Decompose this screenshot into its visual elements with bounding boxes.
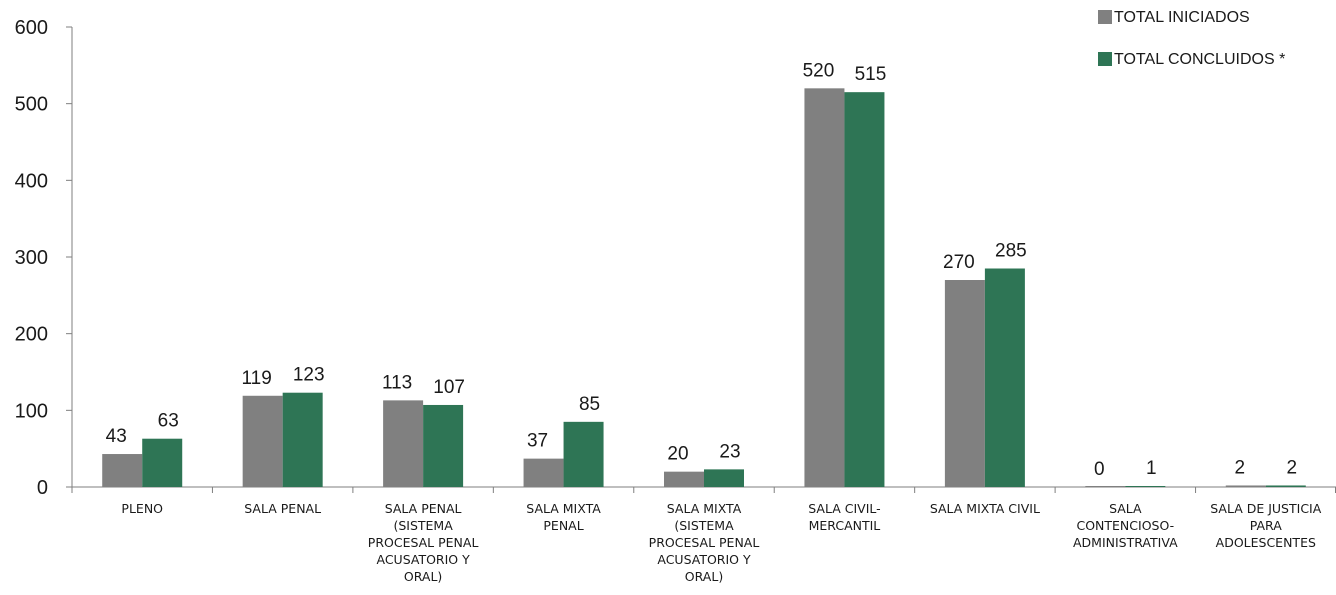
- legend-label: TOTAL CONCLUIDOS *: [1114, 51, 1285, 68]
- category-label: ADMINISTRATIVA: [1073, 535, 1178, 550]
- category-label: SALA MIXTA: [526, 501, 601, 516]
- data-label: 85: [579, 394, 600, 415]
- data-label: 113: [382, 372, 412, 393]
- y-tick-label: 300: [15, 247, 48, 269]
- bar: [142, 438, 183, 487]
- data-label: 2: [1286, 457, 1297, 478]
- data-label: 107: [433, 377, 465, 398]
- category-labels: PLENO SALA PENAL SALA PENAL (SISTEMA PROCESA…: [121, 501, 1321, 584]
- category-label: PLENO: [121, 501, 163, 516]
- data-labels: 43 63 119 123 113 107 37 85 20 23 520 515 270 285 0 1 2 2: [106, 60, 1297, 480]
- legend-swatch: [1098, 52, 1112, 66]
- y-tick-label: 0: [37, 477, 48, 499]
- bar: [1085, 486, 1126, 487]
- bar: [1225, 485, 1266, 487]
- category-label: (SISTEMA: [393, 518, 453, 533]
- category-label: CONTENCIOSO-: [1076, 518, 1174, 533]
- category-label: ADOLESCENTES: [1216, 535, 1316, 550]
- bar: [704, 469, 744, 487]
- y-tick-label: 600: [15, 17, 48, 39]
- category-label: SALA CIVIL-: [808, 501, 880, 516]
- bar: [383, 400, 424, 487]
- data-label: 2: [1234, 457, 1245, 478]
- category-label: ORAL): [685, 569, 723, 584]
- category-label: SALA: [1109, 501, 1142, 516]
- category-label: SALA DE JUSTICIA: [1210, 501, 1321, 516]
- category-label: ACUSATORIO Y: [376, 552, 470, 567]
- data-label: 63: [158, 411, 179, 432]
- legend-swatch: [1098, 10, 1112, 24]
- category-label: ACUSATORIO Y: [657, 552, 751, 567]
- category-label: SALA MIXTA CIVIL: [930, 501, 1040, 516]
- data-label: 20: [667, 444, 688, 465]
- bar: [423, 404, 464, 487]
- y-tick-label: 100: [15, 400, 48, 422]
- bar: [1265, 485, 1306, 487]
- bar: [804, 88, 845, 487]
- category-label: SALA PENAL: [385, 501, 462, 516]
- category-label: PARA: [1250, 518, 1282, 533]
- category-label: SALA PENAL: [244, 501, 321, 516]
- category-label: PROCESAL PENAL: [368, 535, 479, 550]
- data-label: 285: [995, 241, 1027, 262]
- bar: [944, 280, 985, 487]
- y-tick-label: 500: [15, 94, 48, 116]
- data-label: 43: [106, 426, 127, 447]
- bar: [563, 421, 604, 487]
- data-label: 23: [719, 441, 740, 462]
- y-tick-label: 400: [15, 170, 48, 192]
- data-label: 520: [803, 60, 835, 81]
- x-axis: [71, 486, 1336, 493]
- legend-label: TOTAL INICIADOS: [1114, 9, 1250, 26]
- bar: [282, 392, 323, 487]
- legend: TOTAL INICIADOS TOTAL CONCLUIDOS *: [1098, 9, 1285, 68]
- bar: [523, 458, 564, 487]
- data-label: 37: [527, 431, 548, 452]
- bars: [102, 88, 1306, 488]
- category-label: MERCANTIL: [809, 518, 881, 533]
- y-axis: 0 100 200 300 400 500 600: [15, 17, 73, 499]
- category-label: PROCESAL PENAL: [649, 535, 760, 550]
- bar: [102, 454, 143, 487]
- bar: [984, 268, 1025, 487]
- data-label: 515: [855, 64, 887, 85]
- y-tick-label: 200: [15, 324, 48, 346]
- bar: [664, 471, 704, 487]
- data-label: 119: [242, 368, 272, 389]
- category-label: (SISTEMA: [674, 518, 734, 533]
- data-label: 0: [1094, 459, 1105, 480]
- category-label: SALA MIXTA: [667, 501, 742, 516]
- category-label: ORAL): [404, 569, 442, 584]
- data-label: 1: [1146, 458, 1157, 479]
- data-label: 123: [293, 365, 325, 386]
- category-label: PENAL: [543, 518, 583, 533]
- data-label: 270: [943, 252, 975, 273]
- bar: [1125, 486, 1166, 487]
- bar: [844, 92, 885, 488]
- bar: [242, 395, 283, 487]
